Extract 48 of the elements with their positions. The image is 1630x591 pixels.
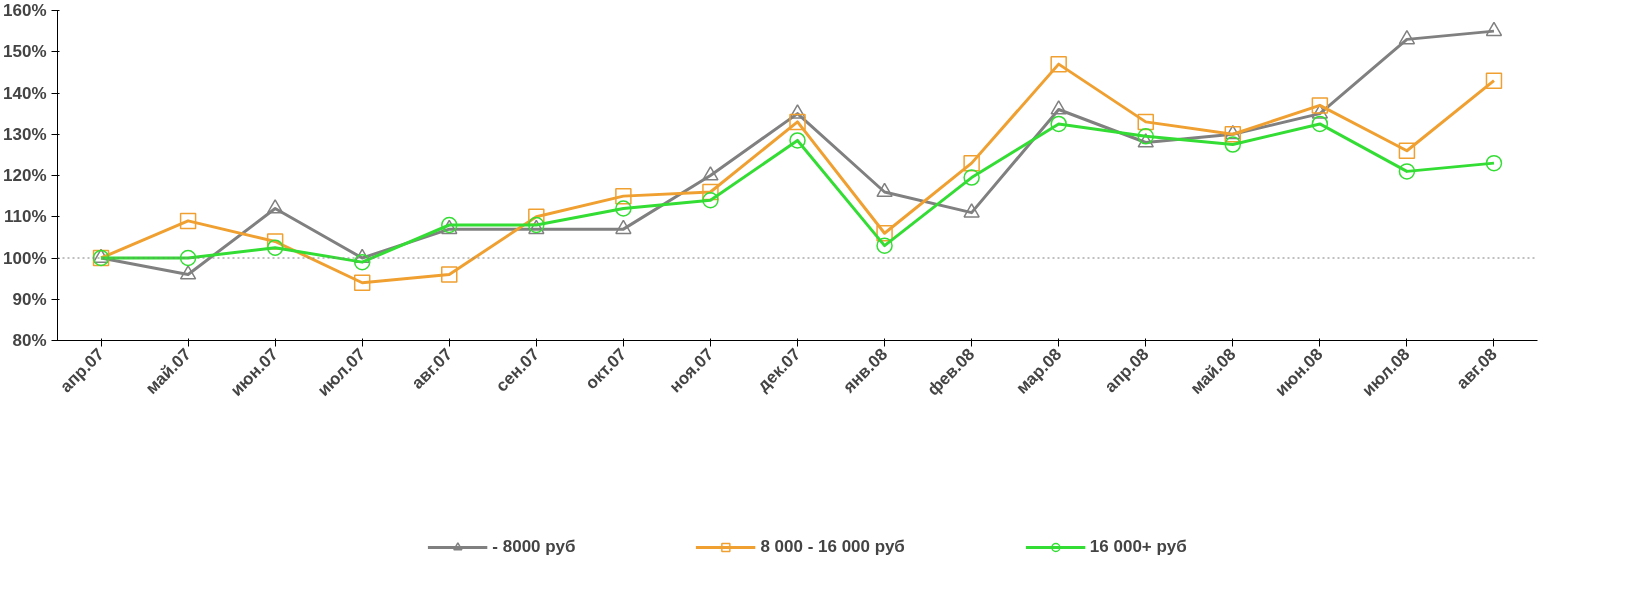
legend-label: 8 000 - 16 000 руб bbox=[760, 537, 905, 558]
point bbox=[702, 166, 719, 181]
y-tick-label: 160% bbox=[3, 1, 47, 20]
y-tick-label: 80% bbox=[12, 331, 47, 350]
point bbox=[876, 182, 893, 198]
point bbox=[1137, 128, 1154, 145]
legend-label: 16 000+ руб bbox=[1089, 537, 1187, 558]
point bbox=[179, 249, 197, 267]
point bbox=[876, 237, 893, 254]
legend-label: - 8000 руб bbox=[492, 537, 576, 558]
point bbox=[1050, 55, 1067, 73]
y-tick-label: 140% bbox=[3, 83, 47, 103]
point bbox=[1398, 142, 1416, 159]
point bbox=[353, 253, 371, 271]
point bbox=[615, 187, 632, 205]
point bbox=[1137, 113, 1154, 131]
point bbox=[1050, 115, 1067, 133]
point bbox=[353, 274, 371, 291]
point bbox=[179, 265, 197, 280]
point bbox=[1398, 29, 1416, 45]
y-tick-label: 120% bbox=[3, 166, 47, 185]
point bbox=[1224, 136, 1242, 153]
point bbox=[789, 113, 806, 131]
point bbox=[179, 212, 197, 230]
point bbox=[1398, 163, 1416, 180]
point bbox=[789, 104, 806, 119]
point bbox=[1050, 100, 1067, 115]
point bbox=[266, 239, 284, 256]
y-tick-label: 130% bbox=[3, 124, 47, 144]
point bbox=[1485, 21, 1503, 37]
y-tick-label: 110% bbox=[3, 207, 47, 227]
y-tick-label: 90% bbox=[12, 289, 47, 309]
point bbox=[266, 199, 284, 214]
point bbox=[963, 169, 980, 186]
point bbox=[702, 192, 719, 209]
point bbox=[1311, 97, 1329, 114]
point bbox=[1485, 72, 1503, 89]
point bbox=[615, 200, 632, 217]
point bbox=[963, 203, 980, 218]
point bbox=[1137, 133, 1154, 148]
point bbox=[963, 154, 980, 172]
point bbox=[1311, 115, 1329, 133]
y-tick-label: 100% bbox=[3, 248, 47, 268]
point bbox=[441, 266, 458, 283]
y-tick-label: 150% bbox=[3, 42, 47, 62]
point bbox=[615, 219, 632, 235]
point bbox=[1485, 154, 1503, 172]
point bbox=[789, 132, 806, 149]
